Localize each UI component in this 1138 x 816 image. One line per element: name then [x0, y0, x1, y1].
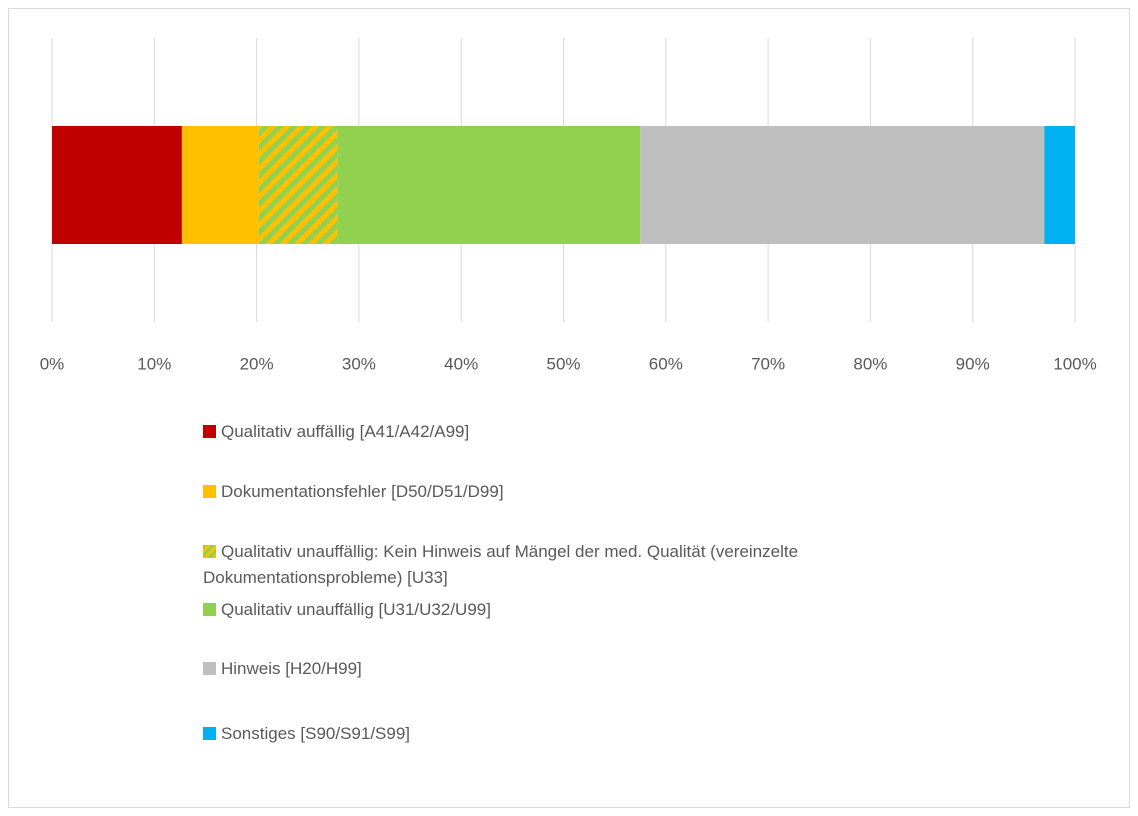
x-tick-label: 20% [240, 354, 274, 373]
legend-swatch [203, 662, 216, 675]
bar-segment [1044, 126, 1075, 244]
bar-segment [337, 126, 641, 244]
legend-label: Hinweis [H20/H99] [221, 659, 362, 678]
legend-item: Sonstiges [S90/S91/S99] [203, 721, 843, 747]
x-tick-label: 40% [444, 354, 478, 373]
legend-item: Qualitativ unauffällig [U31/U32/U99] [203, 597, 843, 623]
legend-swatch [203, 485, 216, 498]
x-tick-label: 0% [40, 354, 65, 373]
legend-swatch [203, 545, 216, 558]
legend-swatch [203, 727, 216, 740]
legend-item: Dokumentationsfehler [D50/D51/D99] [203, 479, 843, 505]
legend-item: Qualitativ unauffällig: Kein Hinweis auf… [203, 539, 843, 591]
legend-label: Qualitativ auffällig [A41/A42/A99] [221, 422, 470, 441]
x-tick-label: 30% [342, 354, 376, 373]
legend-swatch [203, 603, 216, 616]
bar-segment [52, 126, 182, 244]
bar-segment [640, 126, 1045, 244]
x-tick-label: 70% [751, 354, 785, 373]
x-tick-label: 60% [649, 354, 683, 373]
legend-item: Hinweis [H20/H99] [203, 656, 843, 682]
legend-label: Qualitativ unauffällig [U31/U32/U99] [221, 600, 491, 619]
x-tick-label: 100% [1053, 354, 1096, 373]
chart-border [8, 8, 1130, 808]
legend-label: Sonstiges [S90/S91/S99] [221, 724, 411, 743]
legend-swatch [203, 425, 216, 438]
x-tick-label: 90% [956, 354, 990, 373]
legend-label: Qualitativ unauffällig: Kein Hinweis auf… [203, 542, 799, 587]
bar-segment [258, 126, 338, 244]
legend-label: Dokumentationsfehler [D50/D51/D99] [221, 482, 504, 501]
legend-item: Qualitativ auffällig [A41/A42/A99] [203, 419, 843, 445]
x-tick-label: 50% [546, 354, 580, 373]
x-tick-label: 10% [137, 354, 171, 373]
x-tick-label: 80% [853, 354, 887, 373]
bar-segment [181, 126, 259, 244]
